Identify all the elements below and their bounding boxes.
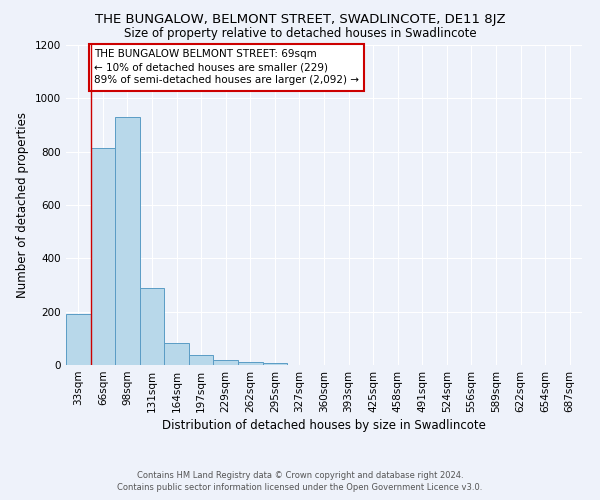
Bar [238, 362, 263, 365]
Bar [66, 314, 91, 365]
Bar [263, 363, 287, 365]
Bar [91, 148, 115, 365]
Bar [214, 360, 238, 365]
Text: Size of property relative to detached houses in Swadlincote: Size of property relative to detached ho… [124, 28, 476, 40]
Text: THE BUNGALOW, BELMONT STREET, SWADLINCOTE, DE11 8JZ: THE BUNGALOW, BELMONT STREET, SWADLINCOT… [95, 12, 505, 26]
Bar [189, 355, 214, 365]
Bar [115, 117, 140, 365]
Text: THE BUNGALOW BELMONT STREET: 69sqm
← 10% of detached houses are smaller (229)
89: THE BUNGALOW BELMONT STREET: 69sqm ← 10%… [94, 49, 359, 86]
Bar [164, 343, 189, 365]
Bar [140, 288, 164, 365]
Y-axis label: Number of detached properties: Number of detached properties [16, 112, 29, 298]
Text: Contains HM Land Registry data © Crown copyright and database right 2024.
Contai: Contains HM Land Registry data © Crown c… [118, 471, 482, 492]
X-axis label: Distribution of detached houses by size in Swadlincote: Distribution of detached houses by size … [162, 419, 486, 432]
